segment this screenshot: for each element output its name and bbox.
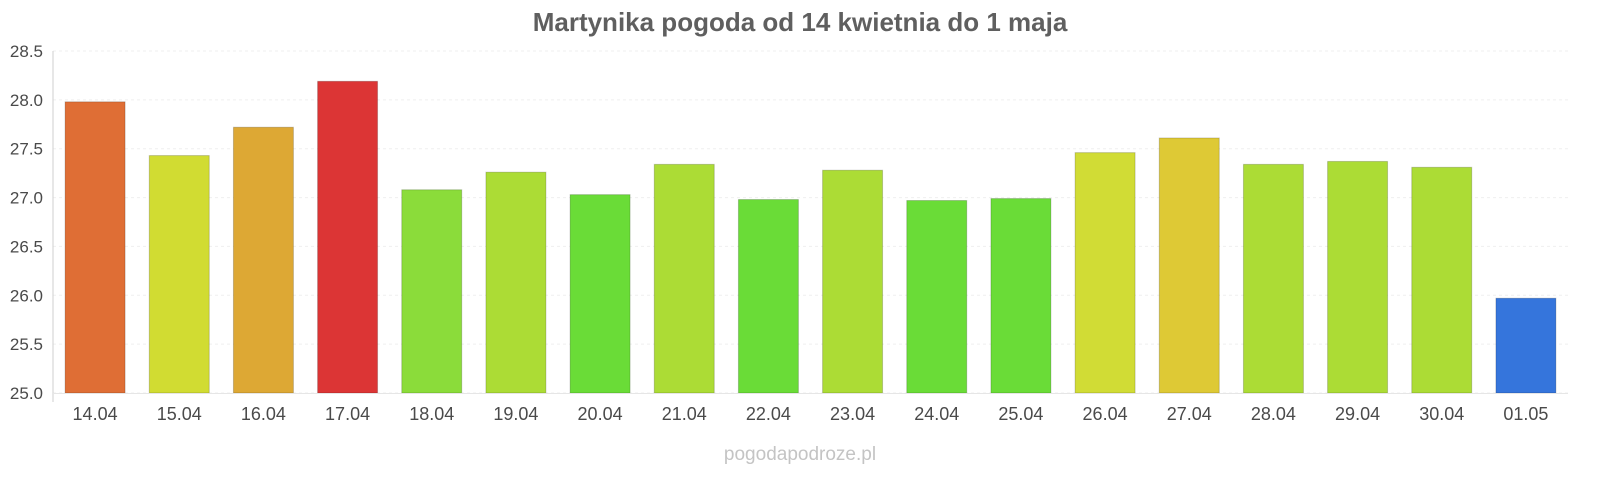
bar: [653, 163, 715, 394]
bar: [64, 101, 126, 394]
bar: [737, 199, 799, 394]
y-tick-label: 25.5: [10, 335, 43, 354]
x-axis: 14.04 15.04 16.04 17.04 18.04 19.04 20.04 21.04…: [53, 393, 1568, 424]
x-tick-label: 18.04: [409, 404, 454, 424]
y-tick-label: 26.0: [10, 286, 43, 305]
bar: [1411, 166, 1473, 394]
x-tick-label: 22.04: [746, 404, 791, 424]
bar: [317, 80, 379, 394]
bar: [990, 198, 1052, 394]
bar: [822, 169, 884, 394]
y-tick-label: 27.5: [10, 140, 43, 159]
bar: [1327, 160, 1389, 394]
x-tick-label: 23.04: [830, 404, 875, 424]
x-tick-label: 25.04: [998, 404, 1043, 424]
x-tick-label: 26.04: [1083, 404, 1128, 424]
y-tick-label: 26.5: [10, 237, 43, 256]
bar: [569, 194, 631, 394]
x-tick-label: 01.05: [1503, 404, 1548, 424]
y-tick-label: 28.0: [10, 91, 43, 110]
grid-lines: [53, 50, 1568, 394]
x-tick-label: 28.04: [1251, 404, 1296, 424]
x-tick-label: 27.04: [1167, 404, 1212, 424]
bar: [148, 155, 210, 394]
x-tick-label: 29.04: [1335, 404, 1380, 424]
bar: [401, 189, 463, 394]
x-tick-label: 30.04: [1419, 404, 1464, 424]
bar: [906, 200, 968, 394]
x-tick-label: 16.04: [241, 404, 286, 424]
bar: [1074, 152, 1136, 394]
bar: [1158, 137, 1220, 394]
watermark: pogodapodroze.pl: [724, 444, 876, 465]
bar: [485, 171, 547, 394]
bars: [64, 80, 1557, 394]
bar: [1242, 163, 1304, 394]
chart-title: Martynika pogoda od 14 kwietnia do 1 maj…: [533, 7, 1068, 37]
y-tick-label: 28.5: [10, 42, 43, 61]
bar: [1495, 297, 1557, 394]
x-tick-label: 24.04: [914, 404, 959, 424]
x-tick-label: 17.04: [325, 404, 370, 424]
x-tick-label: 20.04: [578, 404, 623, 424]
y-tick-label: 25.0: [10, 384, 43, 403]
x-tick-label: 21.04: [662, 404, 707, 424]
x-tick-label: 19.04: [493, 404, 538, 424]
x-tick-label: 14.04: [73, 404, 118, 424]
y-axis: 25.0 25.5 26.0 26.5 27.0 27.5 28.0 28.5: [10, 42, 54, 403]
y-tick-label: 27.0: [10, 189, 43, 208]
x-tick-label: 15.04: [157, 404, 202, 424]
bar: [232, 126, 294, 394]
